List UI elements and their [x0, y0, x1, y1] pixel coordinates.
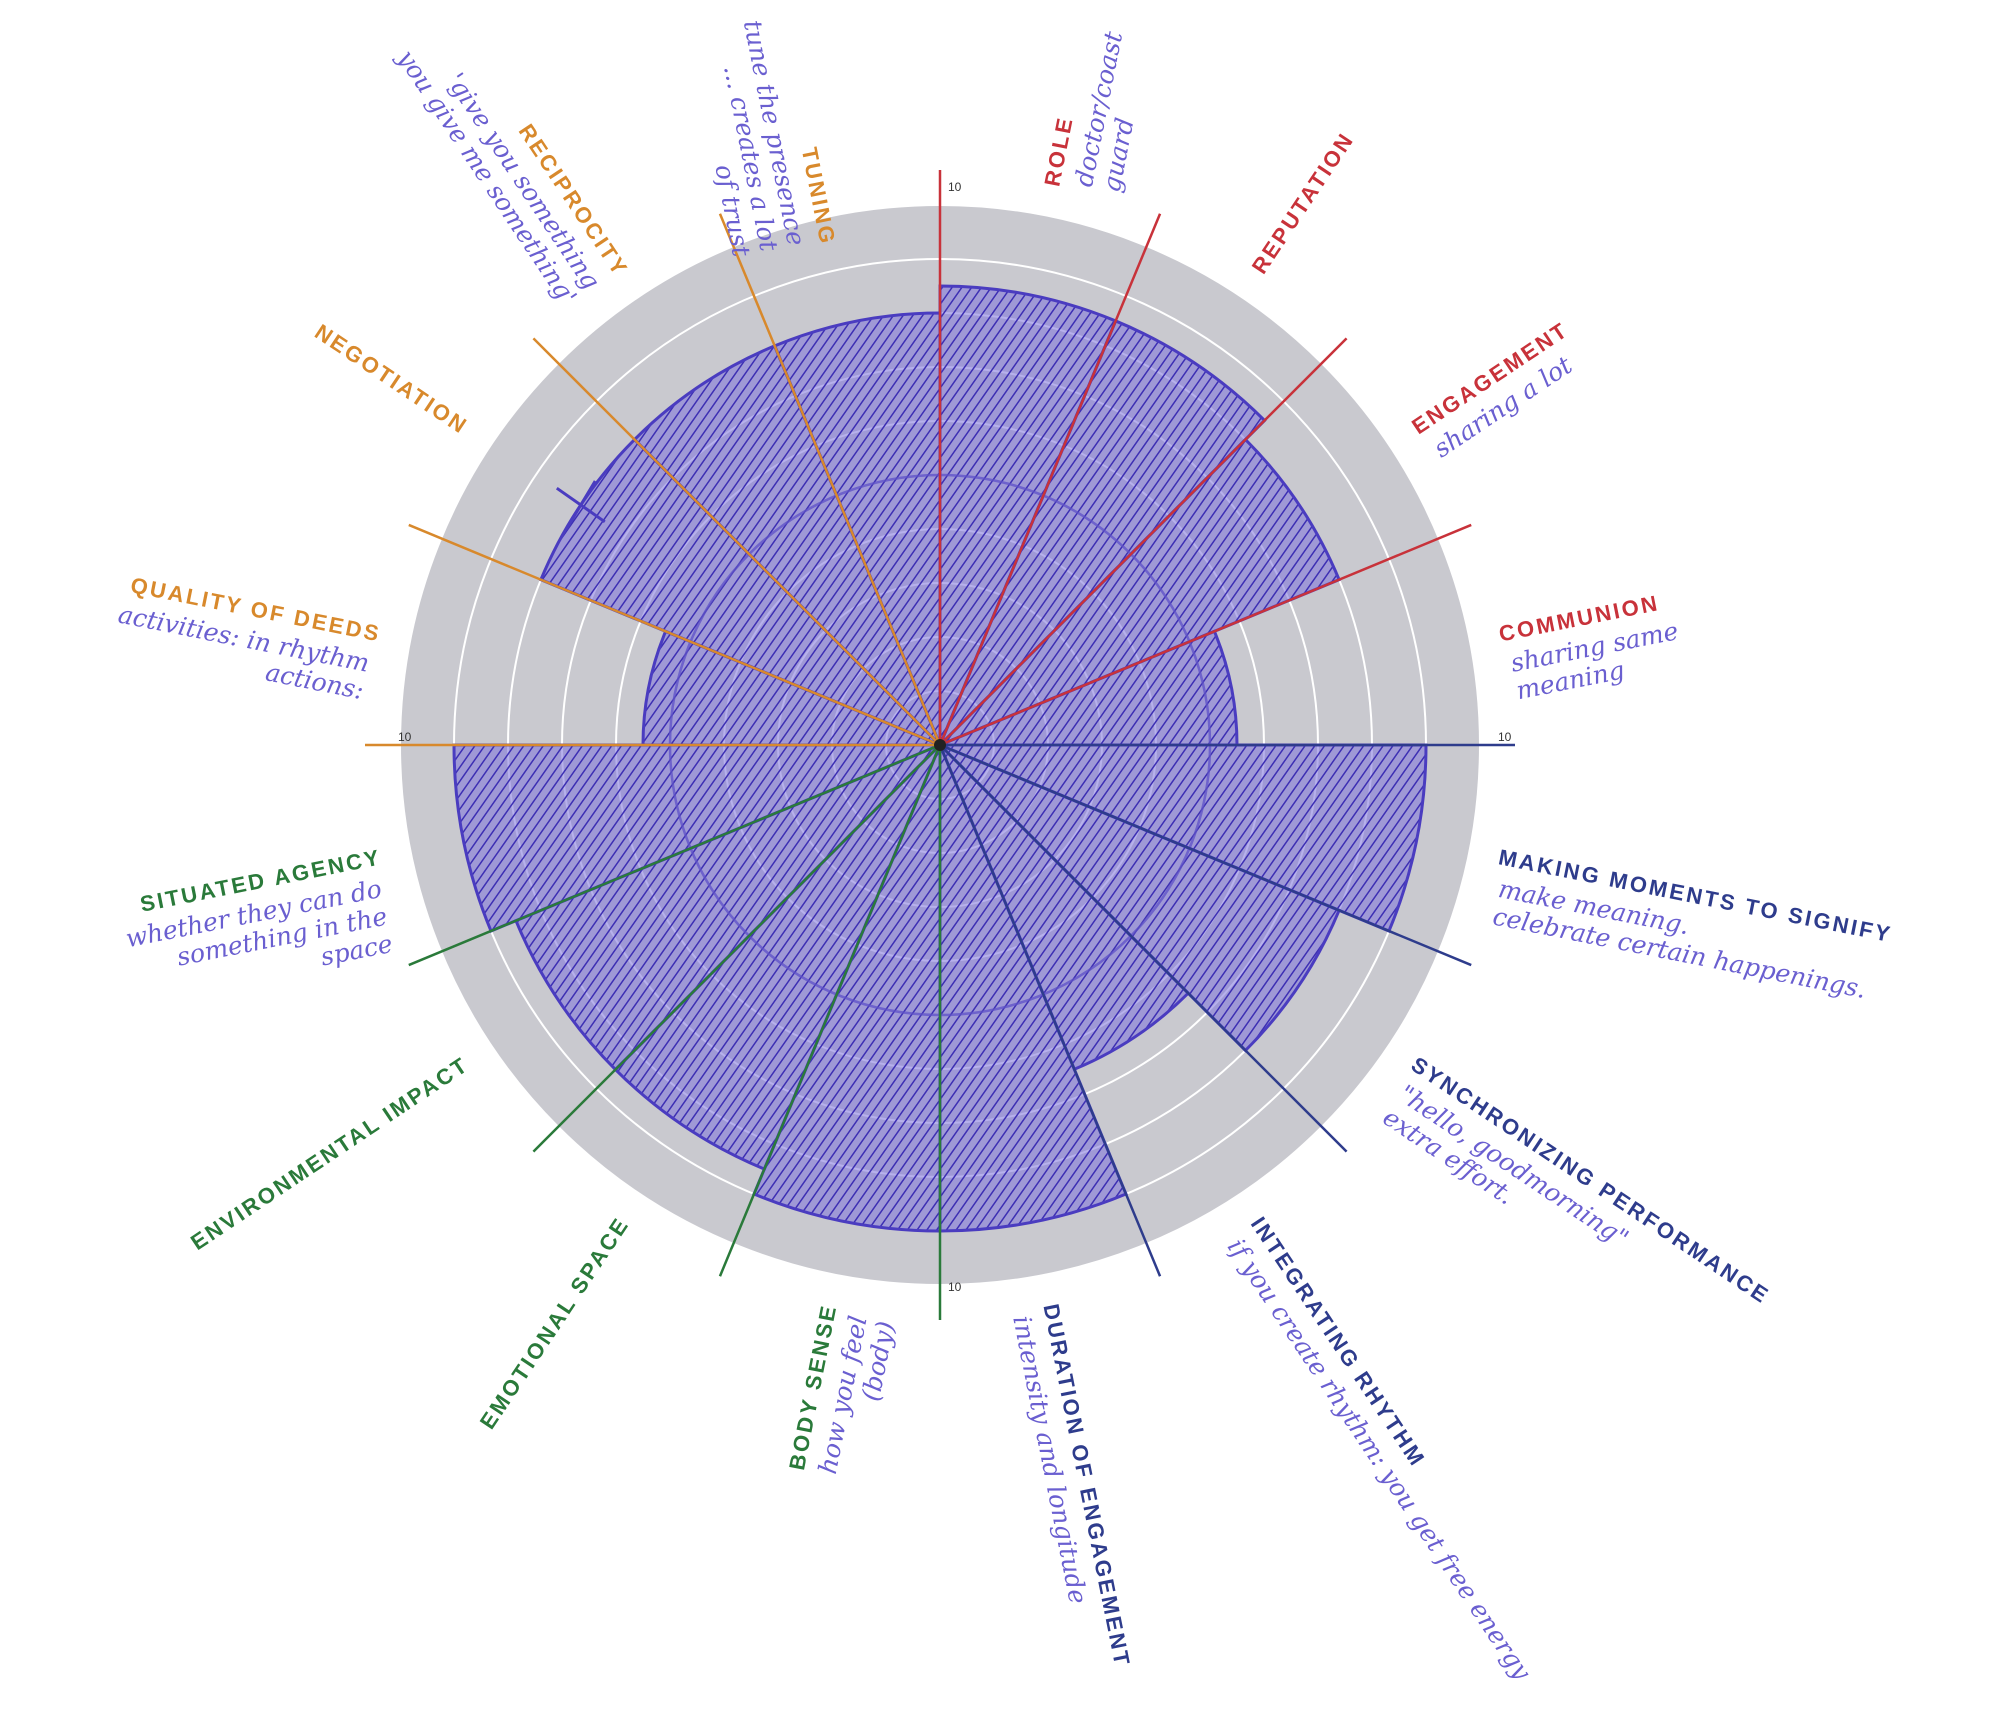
axis-group-negotiation: NEGOTIATION	[310, 319, 472, 439]
axis-group-environmental-impact: ENVIRONMENTAL IMPACT	[186, 1052, 473, 1255]
wedge-synchronizing-performance	[938, 743, 1342, 1053]
note-integrating-rhythm: if you create rhythm: you get free energ…	[1222, 1233, 1538, 1685]
x-mark-negotiation	[555, 480, 606, 530]
note-reciprocity: 'give you something	[441, 68, 606, 295]
wedge-tuning	[772, 311, 942, 746]
axis-label-emotional-space: EMOTIONAL SPACE	[475, 1212, 634, 1433]
annotation-marks	[555, 480, 606, 530]
wedge-reputation	[938, 318, 1267, 747]
axis-group-reputation: REPUTATION	[1247, 127, 1359, 278]
axis-spokes	[365, 170, 1515, 1320]
tick-label: 10	[948, 180, 962, 194]
spoke-reputation	[938, 213, 1162, 746]
axis-label-environmental-impact: ENVIRONMENTAL IMPACT	[186, 1052, 473, 1255]
axis-label-reputation: REPUTATION	[1247, 127, 1359, 278]
wedge-communion	[939, 629, 1239, 747]
center-dot	[934, 739, 946, 751]
spoke-emotional-space	[718, 744, 942, 1277]
spoke-negotiation	[408, 523, 941, 747]
spoke-tuning	[718, 213, 942, 746]
wedge-quality-of-deeds	[641, 629, 941, 747]
wedge-reciprocity	[632, 343, 942, 747]
axis-label-integrating-rhythm: INTEGRATING RHYTHM	[1246, 1212, 1431, 1471]
spoke-integrating-rhythm	[939, 744, 1348, 1153]
tick-labels: 10 10 10 10	[398, 180, 1512, 1294]
spoke-synchronizing-performance	[939, 743, 1472, 967]
spoke-reciprocity	[532, 337, 941, 746]
tick-label: 10	[1498, 730, 1512, 744]
axis-group-emotional-space: EMOTIONAL SPACE	[475, 1212, 634, 1433]
axis-group-synchronizing-performance: SYNCHRONIZING PERFORMANCE"hello, goodmor…	[1378, 1052, 1775, 1309]
tick-label: 10	[398, 730, 412, 744]
value-wedges	[452, 284, 1428, 1233]
wedge-situated-agency	[452, 743, 941, 933]
wedge-duration-of-engagement	[938, 744, 1128, 1233]
wedge-making-moments-to-signify	[939, 743, 1428, 933]
note-synchronizing-performance: "hello, goodmorning"	[1393, 1079, 1633, 1253]
spoke-engagement	[939, 337, 1348, 746]
wedge-environmental-impact	[513, 743, 942, 1072]
wedge-body-sense	[752, 744, 942, 1233]
wedge-role	[938, 284, 1118, 746]
axis-label-negotiation: NEGOTIATION	[310, 319, 472, 439]
wedge-emotional-space	[613, 743, 942, 1172]
wedge-integrating-rhythm	[938, 743, 1191, 1072]
tick-label: 10	[948, 1280, 962, 1294]
spoke-communion	[939, 523, 1472, 747]
wedge-engagement	[938, 437, 1342, 747]
spoke-environmental-impact	[532, 744, 941, 1153]
spoke-situated-agency	[408, 743, 941, 967]
spoke-duration-of-engagement	[938, 744, 1162, 1277]
